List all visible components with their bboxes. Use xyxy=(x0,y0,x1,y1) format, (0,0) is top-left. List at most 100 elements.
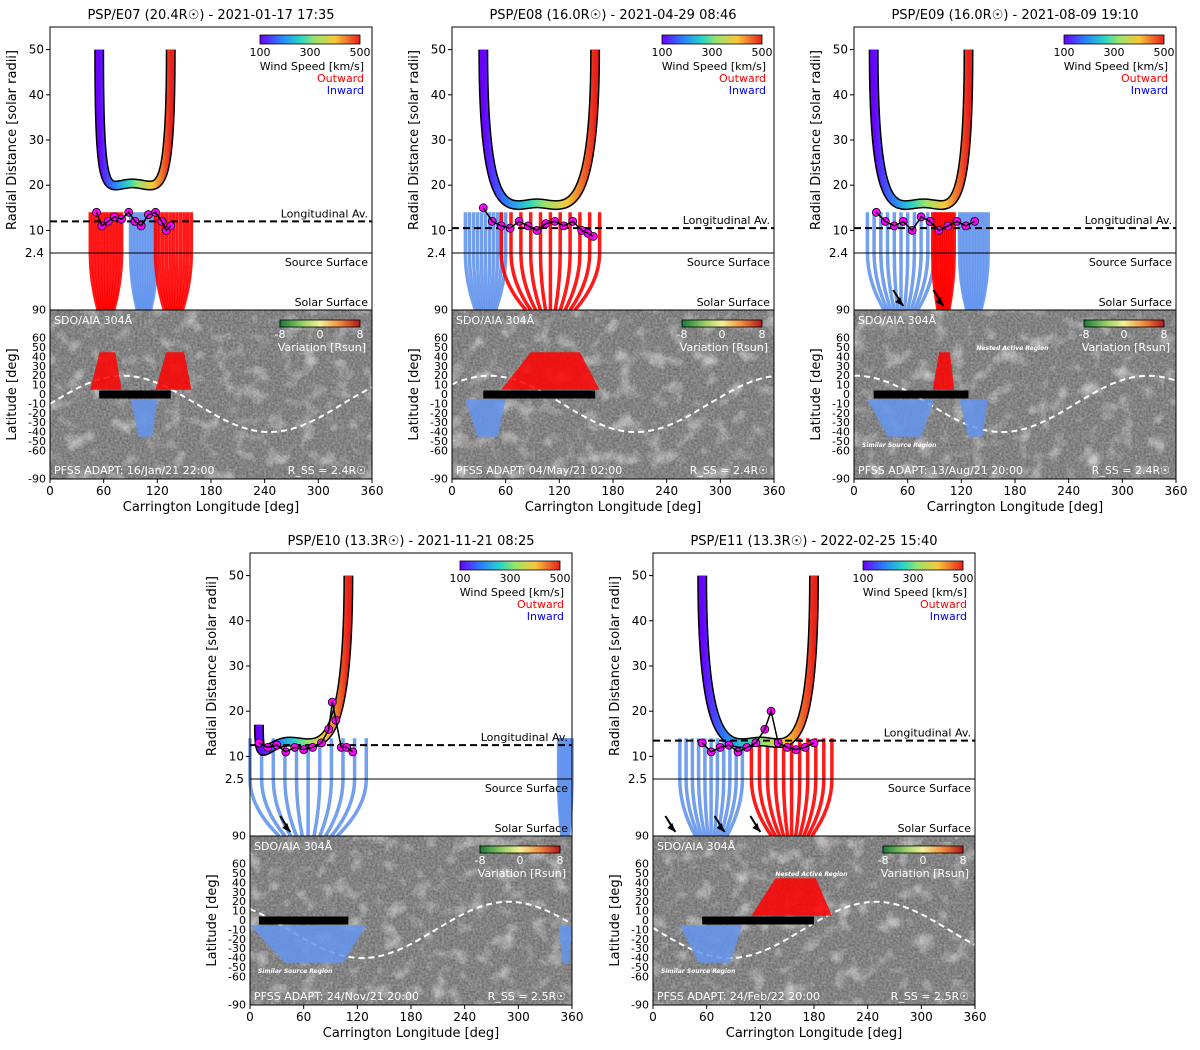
aia-label: SDO/AIA 304Å xyxy=(54,314,133,327)
source-surface-label: Source Surface xyxy=(485,782,568,795)
solar-surface-label: Solar Surface xyxy=(697,296,771,309)
solar-surface-label: Solar Surface xyxy=(1099,296,1173,309)
y-tick-label: 40 xyxy=(632,614,647,628)
lat-tick-label: -90 xyxy=(228,999,246,1012)
variation-colorbar-tick: 0 xyxy=(719,328,726,341)
lat-tick-label: -40 xyxy=(631,952,649,965)
lat-tick-label: 30 xyxy=(635,886,649,899)
outward-legend: Outward xyxy=(317,72,364,85)
wind-speed-colorbar xyxy=(862,560,964,571)
trajectory-wind-speed xyxy=(95,49,175,190)
lat-tick-label: 40 xyxy=(32,350,46,363)
target-point xyxy=(588,231,598,241)
lat-tick-label: 60 xyxy=(434,332,448,345)
longitudinal-average-label: Longitudinal Av. xyxy=(884,727,971,740)
x-tick-label: 300 xyxy=(910,1010,933,1024)
lat-tick-label: -40 xyxy=(28,426,46,439)
rss-label: R_SS = 2.4R☉ xyxy=(288,464,366,477)
lat-tick-label: 40 xyxy=(635,876,649,889)
trajectory-outline xyxy=(478,49,601,211)
solar-surface-label: Solar Surface xyxy=(295,296,369,309)
variation-colorbar-tick: -8 xyxy=(677,328,688,341)
x-tick-label: 0 xyxy=(46,484,54,498)
x-axis-label: Carrington Longitude [deg] xyxy=(525,500,701,515)
y-axis-label-latitude: Latitude [deg] xyxy=(205,874,220,966)
wind-speed-colorbar xyxy=(259,34,361,45)
target-trace xyxy=(875,211,976,232)
pfss-label: PFSS ADAPT: 24/Feb/22 20:00 xyxy=(657,990,820,1003)
y-tick-label: 30 xyxy=(431,133,446,147)
x-tick-label: 0 xyxy=(246,1010,254,1024)
panel-title: PSP/E11 (13.3R☉) - 2022-02-25 15:40 xyxy=(690,534,937,549)
y-tick-label: 30 xyxy=(632,659,647,673)
x-tick-label: 60 xyxy=(900,484,915,498)
longitudinal-average-label: Longitudinal Av. xyxy=(281,207,368,220)
lat-tick-label: -10 xyxy=(28,397,46,410)
trajectory-wind-speed xyxy=(870,49,972,209)
lat-tick-label: -60 xyxy=(430,444,448,457)
panel-e07: PSP/E07 (20.4R☉) - 2021-01-17 17:35 Longi… xyxy=(5,8,383,515)
lat-tick-label: 90 xyxy=(836,304,850,317)
y-tick-label: 40 xyxy=(833,88,848,102)
x-tick-label: 180 xyxy=(803,1010,826,1024)
aia-label: SDO/AIA 304Å xyxy=(858,314,937,327)
lat-tick-label: -30 xyxy=(631,942,649,955)
lat-tick-label: -20 xyxy=(228,933,246,946)
variation-colorbar xyxy=(479,845,561,854)
pfss-label: PFSS ADAPT: 24/Nov/21 20:00 xyxy=(254,990,419,1003)
x-tick-label: 360 xyxy=(361,484,384,498)
y-tick-label: 20 xyxy=(431,178,446,192)
x-tick-label: 60 xyxy=(699,1010,714,1024)
x-tick-label: 60 xyxy=(296,1010,311,1024)
inward-map-footprint xyxy=(679,925,743,963)
y-tick-label: 20 xyxy=(833,178,848,192)
outward-map-footprint xyxy=(155,352,192,390)
current-sheet-line xyxy=(853,374,1177,433)
outward-field-line xyxy=(173,212,179,311)
trajectory-wind-speed xyxy=(255,575,352,755)
lat-tick-label: -50 xyxy=(228,961,246,974)
panel-title: PSP/E07 (20.4R☉) - 2021-01-17 17:35 xyxy=(87,8,334,23)
variation-colorbar-tick: 0 xyxy=(1121,328,1128,341)
lat-tick-label: 30 xyxy=(32,360,46,373)
variation-label: Variation [Rsun] xyxy=(680,341,768,354)
lat-tick-label: 30 xyxy=(836,360,850,373)
x-tick-label: 180 xyxy=(1004,484,1027,498)
rss-label: R_SS = 2.5R☉ xyxy=(488,990,566,1003)
x-tick-label: 360 xyxy=(763,484,786,498)
x-tick-label: 240 xyxy=(453,1010,476,1024)
pfss-label: PFSS ADAPT: 04/May/21 02:00 xyxy=(456,464,622,477)
lat-tick-label: -30 xyxy=(228,942,246,955)
outward-map-footprint xyxy=(932,352,955,390)
y-tick-label: 20 xyxy=(632,704,647,718)
y-tick-label: 40 xyxy=(229,614,244,628)
trajectory-wind-speed xyxy=(698,575,818,747)
aia-map-bright-regions xyxy=(50,310,372,479)
lat-tick-label: 60 xyxy=(232,858,246,871)
target-trace xyxy=(95,211,172,232)
inward-map-footprint xyxy=(558,925,572,963)
lat-tick-label: 20 xyxy=(434,369,448,382)
x-axis-label: Carrington Longitude [deg] xyxy=(726,1026,902,1041)
aia-label: SDO/AIA 304Å xyxy=(456,314,535,327)
y-tick-label: 30 xyxy=(229,659,244,673)
longitudinal-average-label: Longitudinal Av. xyxy=(1085,214,1172,227)
target-trace xyxy=(258,702,354,753)
y-tick-label: 50 xyxy=(229,569,244,583)
outward-map-footprint xyxy=(501,352,600,390)
inward-legend: Inward xyxy=(327,84,364,97)
y-axis-label-radial: Radial Distance [solar radii] xyxy=(608,576,623,756)
lat-tick-label: 40 xyxy=(232,876,246,889)
lat-tick-label: 0 xyxy=(39,388,46,401)
pfss-label: PFSS ADAPT: 16/Jan/21 22:00 xyxy=(54,464,214,477)
lat-tick-label: -50 xyxy=(832,435,850,448)
y-tick-label: 10 xyxy=(29,223,44,237)
y-tick-label: 40 xyxy=(29,88,44,102)
lat-tick-label: 90 xyxy=(635,830,649,843)
lat-tick-label: 0 xyxy=(843,388,850,401)
y-axis-label-radial: Radial Distance [solar radii] xyxy=(407,50,422,230)
rss-label: R_SS = 2.4R☉ xyxy=(1092,464,1170,477)
y-tick-label: 10 xyxy=(632,749,647,763)
wind-colorbar-tick: 300 xyxy=(300,46,321,59)
solar-surface-label: Solar Surface xyxy=(495,822,569,835)
